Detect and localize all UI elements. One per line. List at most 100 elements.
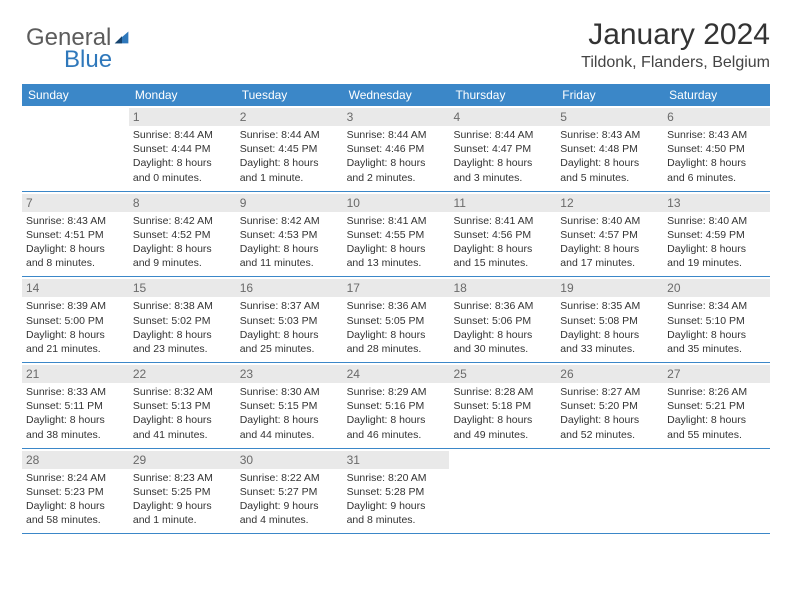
day-info-line: Sunrise: 8:36 AM [347, 299, 446, 313]
day-cell [22, 106, 129, 191]
day-info-line: Sunset: 5:08 PM [560, 314, 659, 328]
day-info-line: Sunset: 4:46 PM [347, 142, 446, 156]
day-cell: 4Sunrise: 8:44 AMSunset: 4:47 PMDaylight… [449, 106, 556, 191]
day-info-line: and 1 minute. [133, 513, 232, 527]
day-info-line: Sunset: 5:16 PM [347, 399, 446, 413]
header: GeneralBlue January 2024 Tildonk, Flande… [22, 18, 770, 74]
day-info-line: Daylight: 8 hours [26, 413, 125, 427]
day-number: 14 [22, 279, 129, 297]
day-cell: 18Sunrise: 8:36 AMSunset: 5:06 PMDayligh… [449, 277, 556, 362]
day-info-line: Daylight: 8 hours [26, 242, 125, 256]
day-info-line: Daylight: 8 hours [240, 413, 339, 427]
weeks-container: 1Sunrise: 8:44 AMSunset: 4:44 PMDaylight… [22, 106, 770, 534]
day-info-line: Sunrise: 8:34 AM [667, 299, 766, 313]
day-info-line: Sunset: 4:50 PM [667, 142, 766, 156]
day-info-line: Sunset: 5:02 PM [133, 314, 232, 328]
day-cell: 1Sunrise: 8:44 AMSunset: 4:44 PMDaylight… [129, 106, 236, 191]
day-info-line: Sunset: 4:47 PM [453, 142, 552, 156]
day-number: 16 [236, 279, 343, 297]
day-info-line: Sunset: 5:05 PM [347, 314, 446, 328]
day-info-line: Sunrise: 8:44 AM [347, 128, 446, 142]
day-header: Monday [129, 84, 236, 106]
day-number: 29 [129, 451, 236, 469]
day-info-line: Daylight: 8 hours [347, 413, 446, 427]
logo: GeneralBlue [22, 18, 132, 74]
day-info-line: Sunset: 4:53 PM [240, 228, 339, 242]
day-header: Tuesday [236, 84, 343, 106]
day-number: 2 [236, 108, 343, 126]
day-info-line: Sunrise: 8:39 AM [26, 299, 125, 313]
day-number: 12 [556, 194, 663, 212]
day-header: Saturday [663, 84, 770, 106]
week-row: 7Sunrise: 8:43 AMSunset: 4:51 PMDaylight… [22, 192, 770, 278]
day-cell [556, 449, 663, 534]
day-info-line: Daylight: 8 hours [560, 413, 659, 427]
week-row: 21Sunrise: 8:33 AMSunset: 5:11 PMDayligh… [22, 363, 770, 449]
day-info-line: Daylight: 8 hours [560, 328, 659, 342]
day-info-line: Sunset: 4:48 PM [560, 142, 659, 156]
day-info-line: Sunset: 5:06 PM [453, 314, 552, 328]
day-info-line: and 0 minutes. [133, 171, 232, 185]
day-cell: 29Sunrise: 8:23 AMSunset: 5:25 PMDayligh… [129, 449, 236, 534]
day-info-line: and 21 minutes. [26, 342, 125, 356]
day-cell: 7Sunrise: 8:43 AMSunset: 4:51 PMDaylight… [22, 192, 129, 277]
day-info-line: Daylight: 8 hours [347, 156, 446, 170]
day-info-line: Sunset: 5:10 PM [667, 314, 766, 328]
day-info-line: Sunrise: 8:33 AM [26, 385, 125, 399]
day-info-line: Daylight: 8 hours [133, 242, 232, 256]
day-info-line: Daylight: 8 hours [453, 413, 552, 427]
day-cell: 21Sunrise: 8:33 AMSunset: 5:11 PMDayligh… [22, 363, 129, 448]
day-cell [449, 449, 556, 534]
week-row: 14Sunrise: 8:39 AMSunset: 5:00 PMDayligh… [22, 277, 770, 363]
day-info-line: and 58 minutes. [26, 513, 125, 527]
day-info-line: Sunrise: 8:44 AM [133, 128, 232, 142]
day-info-line: and 2 minutes. [347, 171, 446, 185]
day-info-line: Sunset: 4:45 PM [240, 142, 339, 156]
day-info-line: Daylight: 8 hours [240, 156, 339, 170]
day-header-row: SundayMondayTuesdayWednesdayThursdayFrid… [22, 84, 770, 106]
day-info-line: Daylight: 8 hours [560, 242, 659, 256]
logo-sail-icon [112, 27, 132, 52]
day-cell: 20Sunrise: 8:34 AMSunset: 5:10 PMDayligh… [663, 277, 770, 362]
day-info-line: and 30 minutes. [453, 342, 552, 356]
day-number: 11 [449, 194, 556, 212]
day-info-line: Sunset: 4:57 PM [560, 228, 659, 242]
day-info-line: and 46 minutes. [347, 428, 446, 442]
day-cell: 8Sunrise: 8:42 AMSunset: 4:52 PMDaylight… [129, 192, 236, 277]
day-info-line: and 19 minutes. [667, 256, 766, 270]
day-number: 17 [343, 279, 450, 297]
day-info-line: Daylight: 9 hours [240, 499, 339, 513]
day-info-line: and 44 minutes. [240, 428, 339, 442]
day-number: 21 [22, 365, 129, 383]
calendar-grid: SundayMondayTuesdayWednesdayThursdayFrid… [22, 84, 770, 534]
day-info-line: Sunset: 4:55 PM [347, 228, 446, 242]
day-info-line: and 4 minutes. [240, 513, 339, 527]
day-info-line: Sunrise: 8:26 AM [667, 385, 766, 399]
day-info-line: Sunrise: 8:37 AM [240, 299, 339, 313]
day-info-line: Daylight: 9 hours [347, 499, 446, 513]
day-info-line: Sunrise: 8:29 AM [347, 385, 446, 399]
day-number: 26 [556, 365, 663, 383]
day-number: 31 [343, 451, 450, 469]
day-info-line: and 28 minutes. [347, 342, 446, 356]
day-number: 8 [129, 194, 236, 212]
location-label: Tildonk, Flanders, Belgium [581, 54, 770, 72]
day-info-line: and 15 minutes. [453, 256, 552, 270]
day-number: 4 [449, 108, 556, 126]
day-header: Wednesday [343, 84, 450, 106]
day-info-line: Sunrise: 8:41 AM [453, 214, 552, 228]
day-info-line: Daylight: 8 hours [453, 156, 552, 170]
day-info-line: Sunset: 5:21 PM [667, 399, 766, 413]
day-cell: 3Sunrise: 8:44 AMSunset: 4:46 PMDaylight… [343, 106, 450, 191]
day-cell: 28Sunrise: 8:24 AMSunset: 5:23 PMDayligh… [22, 449, 129, 534]
day-cell: 5Sunrise: 8:43 AMSunset: 4:48 PMDaylight… [556, 106, 663, 191]
day-number: 9 [236, 194, 343, 212]
day-info-line: Sunrise: 8:23 AM [133, 471, 232, 485]
day-number: 13 [663, 194, 770, 212]
day-number: 18 [449, 279, 556, 297]
day-info-line: Sunset: 5:13 PM [133, 399, 232, 413]
day-cell: 26Sunrise: 8:27 AMSunset: 5:20 PMDayligh… [556, 363, 663, 448]
day-info-line: Daylight: 8 hours [667, 156, 766, 170]
day-cell: 13Sunrise: 8:40 AMSunset: 4:59 PMDayligh… [663, 192, 770, 277]
day-info-line: Daylight: 8 hours [667, 413, 766, 427]
